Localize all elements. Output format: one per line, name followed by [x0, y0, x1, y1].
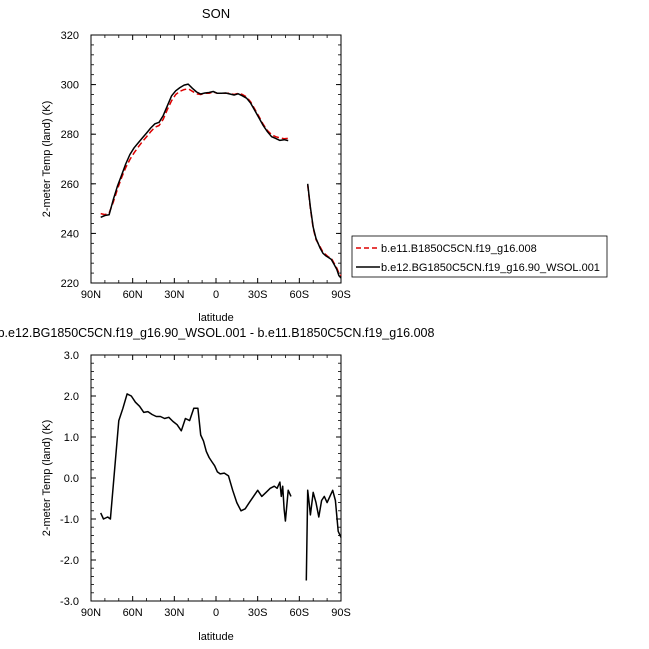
legend-entry-1-label: b.e11.B1850C5CN.f19_g16.008	[381, 243, 537, 255]
top-series-1-line-segment-2	[306, 184, 342, 277]
legend: b.e11.B1850C5CN.f19_g16.008 b.e12.BG1850C…	[351, 235, 608, 278]
bottom-x-tick-label: 90S	[331, 607, 351, 619]
bottom-y-tick-label: -2.0	[60, 555, 79, 567]
bottom-y-tick-label: 1.0	[64, 432, 79, 444]
bottom-plot-frame	[90, 354, 342, 602]
bottom-x-tick-label: 30S	[248, 607, 268, 619]
panel-top-chart: SON 90N 60N 30N 0 30S 60S 90S 220 240 260 280 300 320…	[41, 6, 351, 324]
top-x-tick-label: 90N	[81, 289, 101, 301]
bottom-x-axis-label: latitude	[198, 631, 233, 643]
legend-entry-2-label: b.e12.BG1850C5CN.f19_g16.90_WSOL.001	[381, 262, 600, 274]
top-x-tick-label: 30N	[164, 289, 184, 301]
bottom-x-tick-label: 0	[213, 607, 219, 619]
top-x-tick-label: 60S	[290, 289, 310, 301]
bottom-x-tick-label: 30N	[164, 607, 184, 619]
bottom-y-tick-label: 0.0	[64, 473, 79, 485]
bottom-series-1-line-segment-1	[100, 393, 292, 522]
top-y-tick-label: 240	[61, 228, 79, 240]
bottom-y-tick-label: 2.0	[64, 391, 79, 403]
bottom-series-1-line-segment-2	[305, 489, 342, 581]
top-y-tick-label: 260	[61, 179, 79, 191]
top-x-tick-label: 90S	[331, 289, 351, 301]
bottom-x-tick-label: 90N	[81, 607, 101, 619]
top-chart-title: SON	[202, 6, 230, 21]
legend-box	[351, 235, 608, 278]
bottom-x-tick-label: 60N	[123, 607, 143, 619]
top-y-tick-label: 300	[61, 80, 79, 92]
top-y-axis-label: 2-meter Temp (land) (K)	[41, 101, 53, 218]
top-x-tick-label: 30S	[248, 289, 268, 301]
panel-bottom-chart: b.e12.BG1850C5CN.f19_g16.90_WSOL.001 - b…	[0, 326, 434, 643]
bottom-y-axis-label: 2-meter Temp (land) (K)	[41, 420, 53, 537]
bottom-y-tick-label: 3.0	[64, 350, 79, 362]
bottom-y-tick-label: -1.0	[60, 514, 79, 526]
top-y-tick-label: 320	[61, 30, 79, 42]
top-series-2-line-segment-1	[100, 83, 289, 218]
top-x-tick-label: 60N	[123, 289, 143, 301]
top-y-tick-label: 280	[61, 129, 79, 141]
top-x-tick-label: 0	[213, 289, 219, 301]
top-series-1-line-segment-1	[100, 88, 289, 216]
top-x-axis-label: latitude	[198, 312, 233, 324]
bottom-y-tick-label: -3.0	[60, 596, 79, 608]
bottom-chart-title: b.e12.BG1850C5CN.f19_g16.90_WSOL.001 - b…	[0, 326, 434, 340]
bottom-x-tick-label: 60S	[290, 607, 310, 619]
top-series-2-line-segment-2	[306, 183, 342, 279]
top-y-tick-label: 220	[61, 278, 79, 290]
